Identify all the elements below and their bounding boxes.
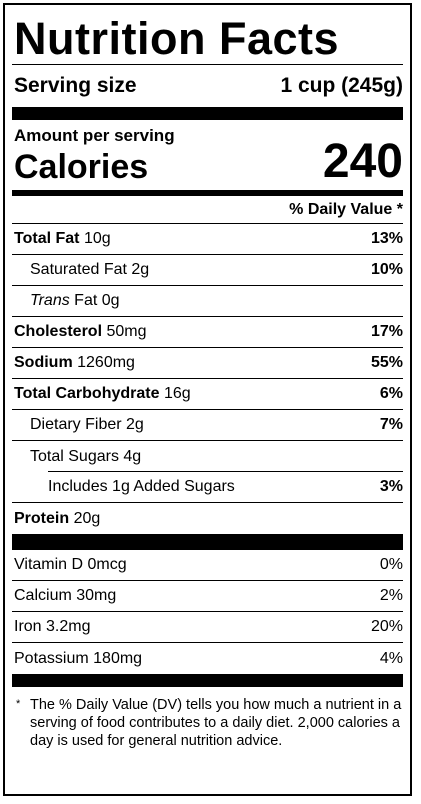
calories-label: Calories	[14, 148, 149, 186]
label-content: Nutrition Facts Serving size 1 cup (245g…	[12, 5, 403, 750]
vitamin-row-iron: Iron 3.2mg 20%	[12, 612, 403, 643]
nutrient-row-trans-fat: Trans Fat 0g	[12, 286, 403, 317]
thick-divider	[12, 534, 403, 550]
calories-row: Calories 240	[12, 138, 403, 186]
vitamin-dv: 0%	[379, 556, 403, 573]
nutrient-name: Includes 1g Added Sugars	[48, 478, 235, 495]
thick-divider	[12, 674, 403, 687]
nutrient-row-total-carbohydrate: Total Carbohydrate 16g 6%	[12, 379, 403, 410]
vitamin-dv: 20%	[370, 618, 403, 635]
vitamin-dv: 4%	[379, 649, 403, 667]
nutrient-row-sodium: Sodium 1260mg 55%	[12, 348, 403, 379]
nutrient-row-added-sugars: Includes 1g Added Sugars 3%	[12, 472, 403, 503]
nutrient-row-protein: Protein 20g	[12, 503, 403, 534]
calories-value: 240	[322, 135, 403, 188]
nutrient-dv: 55%	[370, 354, 403, 371]
nutrient-dv: 17%	[370, 323, 403, 340]
nutrient-dv: 13%	[370, 230, 403, 247]
nutrient-name: Dietary Fiber 2g	[30, 416, 144, 433]
vitamin-name: Calcium 30mg	[14, 587, 117, 604]
vitamin-name: Vitamin D 0mcg	[14, 556, 127, 573]
label-title: Nutrition Facts	[12, 5, 403, 65]
nutrient-dv: 7%	[379, 416, 403, 433]
nutrient-dv: 6%	[379, 385, 403, 402]
nutrient-name: Cholesterol 50mg	[14, 323, 147, 340]
serving-size-row: Serving size 1 cup (245g)	[12, 65, 403, 107]
nutrient-row-saturated-fat: Saturated Fat 2g 10%	[12, 255, 403, 286]
footnote-text: The % Daily Value (DV) tells you how muc…	[30, 697, 402, 749]
amount-per-serving: Amount per serving	[14, 126, 175, 145]
vitamin-row-calcium: Calcium 30mg 2%	[12, 581, 403, 612]
vitamin-dv: 2%	[379, 587, 403, 604]
vitamin-row-vitamin-d: Vitamin D 0mcg 0%	[12, 550, 403, 581]
nutrient-row-cholesterol: Cholesterol 50mg 17%	[12, 317, 403, 348]
nutrient-name: Trans Fat 0g	[30, 292, 120, 309]
nutrient-name: Saturated Fat 2g	[30, 261, 150, 278]
nutrition-facts-label: Nutrition Facts Serving size 1 cup (245g…	[3, 3, 412, 796]
nutrient-name: Protein 20g	[14, 509, 101, 527]
vitamin-name: Iron 3.2mg	[14, 618, 91, 635]
nutrient-dv: 10%	[370, 261, 403, 278]
thick-divider	[12, 107, 403, 120]
nutrient-name: Total Carbohydrate 16g	[14, 385, 191, 402]
nutrient-row-dietary-fiber: Dietary Fiber 2g 7%	[12, 410, 403, 441]
nutrient-name: Sodium 1260mg	[14, 354, 135, 371]
vitamin-name: Potassium 180mg	[14, 649, 143, 667]
vitamin-row-potassium: Potassium 180mg 4%	[12, 643, 403, 674]
serving-size-label: Serving size	[14, 74, 137, 97]
nutrient-name: Total Sugars 4g	[30, 447, 142, 465]
nutrient-name: Total Fat 10g	[14, 230, 111, 247]
footnote: * The % Daily Value (DV) tells you how m…	[12, 687, 403, 750]
daily-value-header: % Daily Value *	[12, 196, 403, 224]
footnote-star: *	[16, 698, 21, 710]
nutrient-row-total-sugars: Total Sugars 4g	[12, 441, 403, 472]
medium-divider	[12, 190, 403, 196]
nutrient-row-total-fat: Total Fat 10g 13%	[12, 224, 403, 255]
serving-size-value: 1 cup (245g)	[280, 74, 403, 97]
nutrient-dv: 3%	[379, 478, 403, 495]
